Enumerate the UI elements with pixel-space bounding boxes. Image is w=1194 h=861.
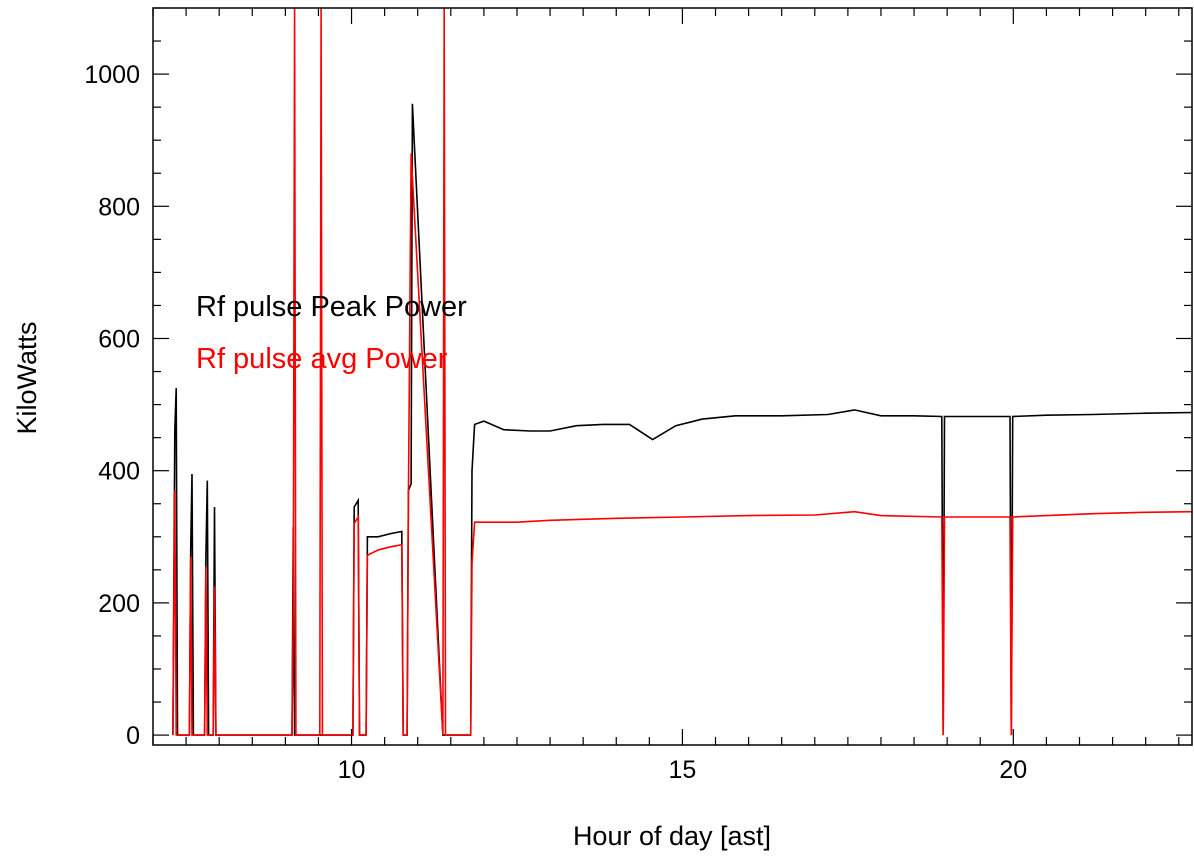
y-tick-label: 600	[98, 325, 140, 353]
series-line-1	[172, 8, 1192, 736]
y-tick-label: 0	[126, 722, 140, 750]
series-layer	[172, 8, 1192, 736]
axis-ticks	[152, 7, 1192, 745]
x-tick-label: 20	[999, 756, 1027, 784]
series-line-0	[172, 103, 1192, 736]
legend-peak-power: Rf pulse Peak Power	[196, 291, 467, 323]
x-axis-title: Hour of day [ast]	[573, 821, 771, 851]
x-tick-label: 10	[338, 756, 366, 784]
y-tick-label: 1000	[84, 61, 140, 89]
y-tick-label: 200	[98, 590, 140, 618]
y-axis-title: KiloWatts	[12, 321, 42, 434]
y-tick-label: 800	[98, 193, 140, 221]
plot-frame	[152, 7, 1193, 746]
y-tick-label: 400	[98, 458, 140, 486]
legend-avg-power: Rf pulse avg Power	[196, 343, 448, 375]
x-tick-label: 15	[669, 756, 697, 784]
